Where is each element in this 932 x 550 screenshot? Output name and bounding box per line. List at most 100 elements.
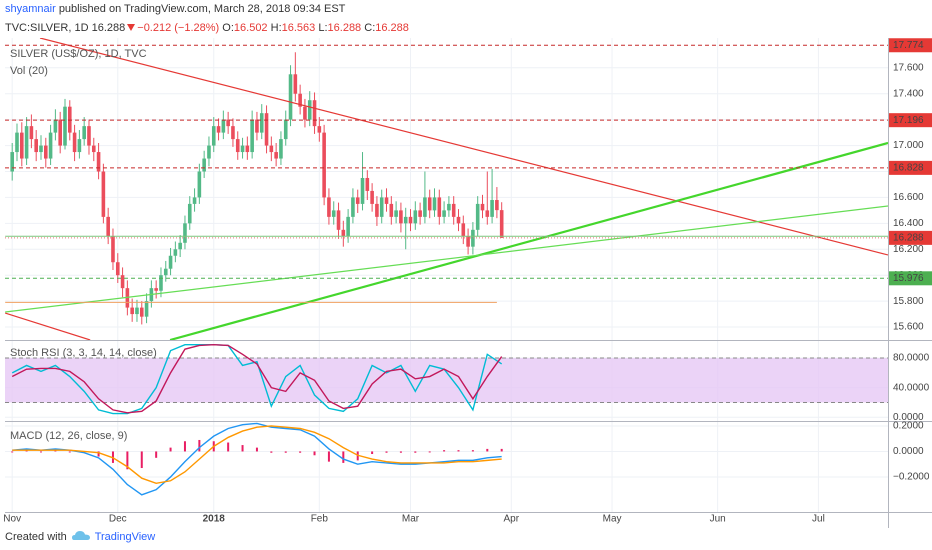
- candle-body: [34, 139, 38, 153]
- x-tick-label: Dec: [109, 514, 127, 525]
- last-price: 16.288: [91, 22, 126, 34]
- c-label: C:: [364, 22, 376, 34]
- y-tick-label: 0.2000: [893, 421, 924, 432]
- candle-body: [499, 210, 504, 238]
- candle-body: [15, 132, 19, 153]
- y-tick-label: 17.400: [893, 88, 924, 99]
- grid-layer: [5, 38, 888, 512]
- candle-body: [427, 197, 432, 211]
- y-tick-label: 40.0000: [893, 382, 930, 393]
- level-box: [889, 230, 932, 245]
- candle-body: [379, 197, 384, 217]
- candle-body: [303, 106, 307, 120]
- header: shyamnair published on TradingView.com, …: [5, 0, 885, 38]
- candle-body: [221, 119, 226, 133]
- candle-body: [351, 197, 355, 217]
- histogram-bar: [183, 441, 186, 452]
- histogram-bar: [313, 451, 316, 456]
- chart-title: SILVER (US$/OZ), 1D, TVC: [10, 48, 147, 60]
- candle-body: [168, 255, 173, 269]
- candle-body: [447, 203, 451, 211]
- trendline: [169, 141, 888, 340]
- candle-body: [173, 249, 178, 256]
- candle-body: [480, 203, 485, 211]
- candle-body: [159, 275, 163, 291]
- candle-body: [471, 229, 475, 247]
- candle-body: [255, 119, 259, 133]
- pane-title: Stoch RSI (3, 3, 14, 14, close): [10, 347, 157, 359]
- histogram-bar: [140, 451, 143, 469]
- histogram-bar: [414, 451, 417, 453]
- c-value: 16.288: [375, 22, 409, 34]
- candle-body: [466, 236, 470, 247]
- l-label: L:: [318, 22, 328, 34]
- candle-body: [456, 216, 461, 224]
- candle-body: [226, 119, 230, 127]
- candle-body: [312, 100, 317, 127]
- trendline: [5, 312, 91, 340]
- candle-body: [91, 145, 96, 153]
- candle-body: [403, 216, 408, 224]
- candle-body: [82, 126, 86, 140]
- candle-body: [250, 119, 254, 153]
- candle-body: [231, 126, 235, 140]
- histogram-bar: [39, 451, 42, 453]
- trendline: [5, 205, 888, 313]
- candle-body: [375, 203, 379, 217]
- author[interactable]: shyamnair: [5, 3, 56, 15]
- histogram-bar: [457, 450, 460, 452]
- x-tick-label: 2018: [203, 514, 226, 525]
- candle-body: [139, 307, 144, 317]
- candle-body: [58, 119, 62, 146]
- candle-body: [135, 307, 139, 315]
- candle-body: [24, 126, 29, 159]
- candle-body: [317, 126, 322, 133]
- o-value: 16.502: [233, 22, 268, 34]
- histogram-bar: [428, 451, 431, 453]
- change: −0.212 (−1.28%): [137, 22, 220, 34]
- candle-body: [216, 126, 221, 133]
- candle-body: [211, 126, 216, 146]
- level-label: 17.196: [893, 115, 924, 126]
- candle-body: [163, 268, 168, 276]
- candle-body: [331, 210, 336, 217]
- candle-body: [115, 262, 120, 276]
- candle-body: [207, 145, 211, 159]
- level-box: [889, 38, 932, 53]
- histogram-bar: [97, 451, 100, 457]
- candle-body: [19, 132, 24, 159]
- histogram-bar: [385, 451, 388, 453]
- y-tick-label: 16.400: [893, 218, 924, 229]
- candle-body: [461, 223, 466, 237]
- candle-body: [495, 200, 499, 211]
- published: published on TradingView.com, March 28, …: [58, 3, 346, 15]
- y-tick-label: −0.2000: [893, 472, 930, 483]
- brand[interactable]: TradingView: [94, 531, 156, 543]
- x-tick-label: Nov: [3, 514, 21, 525]
- candle-body: [67, 106, 72, 133]
- candle-body: [293, 74, 298, 94]
- candle-body: [120, 275, 125, 289]
- indicator-line: [11, 344, 503, 415]
- candle-body: [408, 216, 413, 224]
- histogram-bar: [198, 439, 201, 452]
- candle-body: [418, 210, 422, 217]
- candle-body: [269, 145, 274, 153]
- histogram-bar: [11, 451, 14, 453]
- trendline: [39, 38, 888, 256]
- footer: Created with TradingView: [5, 528, 155, 546]
- pane-title: MACD (12, 26, close, 9): [10, 430, 127, 442]
- candle-body: [341, 229, 346, 237]
- candle-body: [288, 74, 293, 120]
- level-box: [889, 271, 932, 286]
- candle-body: [240, 145, 245, 153]
- histogram-bar: [284, 451, 287, 453]
- histogram-bar: [227, 442, 230, 452]
- candle-body: [370, 190, 374, 204]
- down-arrow: [127, 24, 136, 31]
- candle-body: [399, 210, 403, 224]
- x-tick-label: Apr: [504, 514, 520, 525]
- candle-body: [346, 216, 350, 237]
- candle-body: [279, 139, 283, 159]
